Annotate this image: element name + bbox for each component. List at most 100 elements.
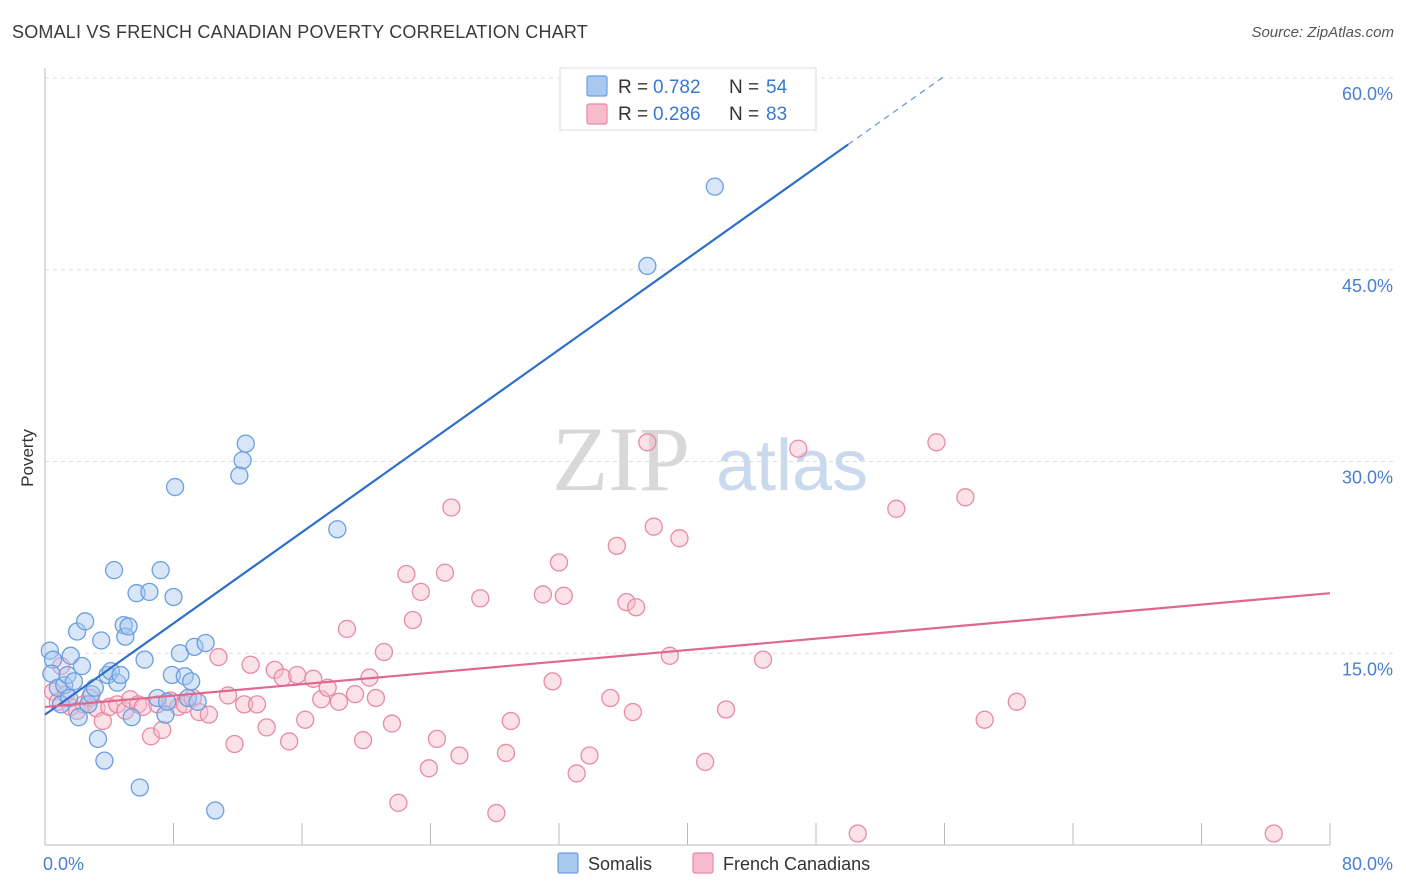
watermark: ZIP atlas — [552, 408, 868, 510]
chart-title: SOMALI VS FRENCH CANADIAN POVERTY CORREL… — [12, 22, 588, 42]
french-canadians-point — [789, 439, 808, 458]
somalis-point — [164, 587, 183, 607]
legend-somali-swatch — [586, 75, 608, 97]
x-tick-label: 0.0% — [43, 854, 84, 874]
french-canadians-point — [397, 564, 416, 584]
french-canadians-point — [296, 710, 315, 729]
french-canadians-point — [543, 672, 562, 691]
somalis-point — [64, 672, 84, 691]
y-tick-label: 60.0% — [1342, 84, 1393, 104]
somalis-points — [40, 177, 724, 820]
somalis-point — [101, 661, 121, 681]
somalis-point — [638, 256, 657, 276]
french-canadians-point — [450, 746, 469, 765]
somalis-point — [43, 650, 63, 669]
french-canadians-point — [670, 529, 689, 548]
somalis-point — [196, 633, 215, 653]
french-canadians-point — [329, 692, 349, 711]
french-canadians-point — [247, 695, 267, 714]
somalis-point — [185, 637, 204, 657]
source-credit: Source: ZipAtlas.com — [1251, 24, 1394, 41]
french-canadians-point — [638, 433, 657, 452]
french-canadians-point — [345, 685, 365, 704]
french-canadians-point — [533, 585, 553, 604]
french-canadians-point — [660, 646, 679, 665]
y-tick-label: 30.0% — [1342, 468, 1393, 488]
somalis-point — [104, 561, 124, 580]
grid-layer — [45, 77, 1395, 654]
french-canadians-point — [288, 665, 307, 685]
french-canadians-point — [716, 700, 736, 719]
somalis-point — [92, 631, 111, 650]
somalis-point — [230, 466, 249, 485]
somalis-trend-line — [44, 143, 849, 716]
french-canadians-point — [427, 729, 447, 749]
french-canadians-point — [1264, 824, 1283, 843]
somalis-point — [95, 751, 114, 770]
french-canadians-point — [617, 592, 636, 612]
bottom-legend-somali-swatch — [557, 852, 579, 874]
french-canadians-point — [382, 714, 402, 733]
french-canadians-trend-line — [44, 592, 1331, 709]
x-tick-label: 80.0% — [1342, 854, 1393, 874]
y-tick-label: 45.0% — [1342, 276, 1393, 296]
french-canadians-point — [389, 793, 408, 812]
somalis-point — [116, 627, 135, 646]
bottom-legend: Somalis French Canadians — [557, 852, 870, 874]
legend-somali-r-value: 0.782 — [653, 77, 701, 98]
watermark-atlas: atlas — [716, 426, 868, 506]
french-canadians-point — [501, 711, 520, 731]
legend-french-r-value: 0.286 — [653, 104, 701, 125]
french-canadians-point — [601, 688, 620, 708]
tick-labels: 15.0% 30.0% 45.0% 60.0% 0.0% 80.0% — [43, 84, 1393, 874]
french-canadians-point — [403, 610, 422, 630]
french-canadians-point — [279, 732, 299, 751]
somalis-point — [72, 656, 92, 676]
trend-lines — [44, 75, 1331, 716]
french-canadians-point — [241, 655, 260, 674]
somalis-point — [206, 801, 225, 820]
french-canadians-point — [374, 642, 394, 662]
legend-french-n-label: N = — [729, 104, 759, 125]
somalis-point — [182, 672, 201, 691]
bottom-legend-somali-label: Somalis — [588, 854, 652, 874]
french-canadians-point — [753, 650, 773, 669]
somalis-point — [85, 678, 104, 697]
french-canadians-point — [623, 702, 643, 722]
french-canadians-point — [626, 598, 646, 617]
french-canadians-point — [487, 803, 506, 823]
legend-french-r-label: R = — [618, 104, 648, 125]
french-canadians-point — [366, 688, 386, 708]
french-canadians-point — [975, 710, 994, 729]
somalis-point — [140, 582, 159, 602]
french-canadians-point — [419, 759, 439, 778]
legend-somali-r-label: R = — [618, 77, 648, 98]
french-canadians-point — [580, 746, 599, 765]
french-canadians-point — [235, 695, 254, 714]
somalis-point — [135, 650, 154, 669]
somalis-trend-extension — [847, 75, 945, 146]
somalis-point — [130, 778, 149, 797]
french-canadians-point — [607, 536, 626, 556]
somalis-point — [69, 708, 88, 727]
somalis-point — [188, 692, 207, 711]
legend-somali-n-label: N = — [729, 77, 759, 98]
french-canadians-point — [1007, 692, 1026, 711]
french-canadians-point — [225, 734, 244, 754]
french-canadians-point — [887, 499, 906, 518]
bottom-legend-french-swatch — [692, 852, 714, 874]
french-canadians-points — [43, 433, 1283, 843]
legend-french-n-value: 83 — [766, 104, 787, 125]
somalis-point — [165, 477, 185, 497]
french-canadians-point — [549, 553, 569, 572]
french-canadians-point — [927, 433, 946, 452]
y-axis-title: Poverty — [18, 429, 37, 487]
watermark-zip: ZIP — [552, 408, 690, 510]
french-canadians-point — [848, 824, 867, 843]
legend-somali-n-value: 54 — [766, 77, 788, 98]
legend-french-swatch — [586, 103, 608, 125]
french-canadians-point — [312, 690, 331, 709]
french-canadians-point — [471, 589, 490, 608]
somalis-point — [61, 646, 80, 665]
